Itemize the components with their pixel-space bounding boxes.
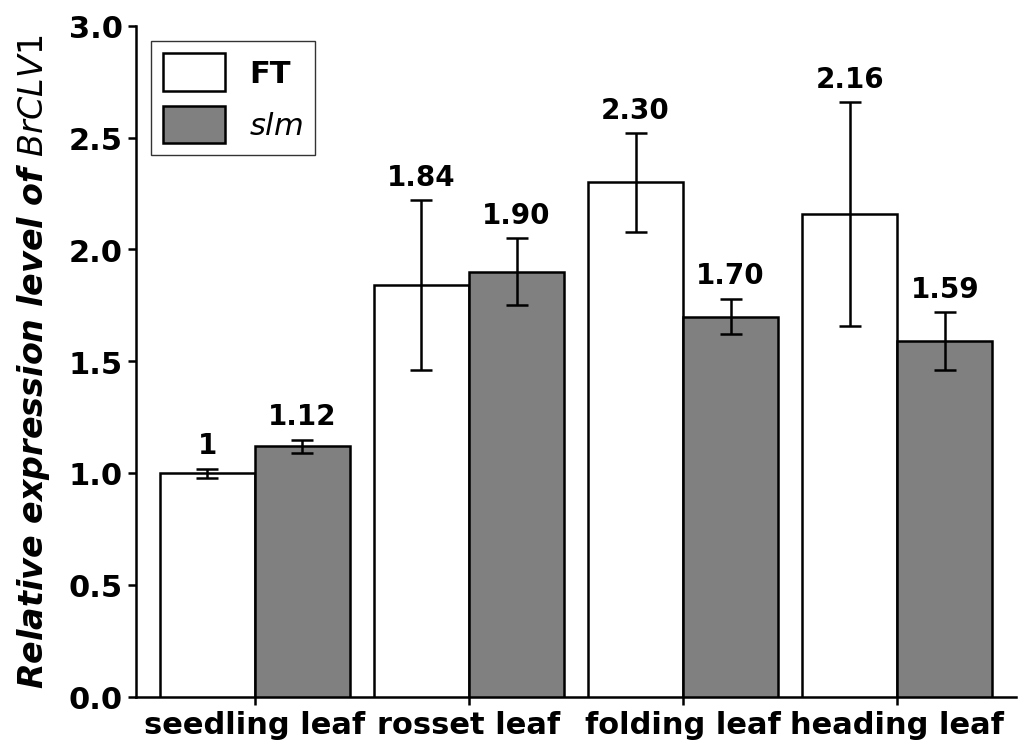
- Text: 1: 1: [198, 432, 217, 460]
- Bar: [588, 183, 683, 697]
- Bar: [374, 286, 469, 697]
- Legend: FT, $slm$: FT, $slm$: [152, 41, 315, 156]
- Bar: [255, 446, 351, 697]
- Text: 1.84: 1.84: [387, 164, 456, 192]
- Text: 1.12: 1.12: [268, 403, 337, 431]
- Bar: [897, 342, 992, 697]
- Bar: [802, 214, 897, 697]
- Text: 1.59: 1.59: [910, 276, 979, 304]
- Text: 1.90: 1.90: [483, 202, 551, 230]
- Bar: [469, 272, 564, 697]
- Text: 1.70: 1.70: [696, 262, 765, 290]
- Text: 2.30: 2.30: [601, 97, 670, 125]
- Y-axis label: Relative expression level of $BrCLV1$: Relative expression level of $BrCLV1$: [15, 35, 52, 688]
- Bar: [160, 474, 255, 697]
- Bar: [683, 317, 778, 697]
- Text: 2.16: 2.16: [816, 66, 884, 93]
